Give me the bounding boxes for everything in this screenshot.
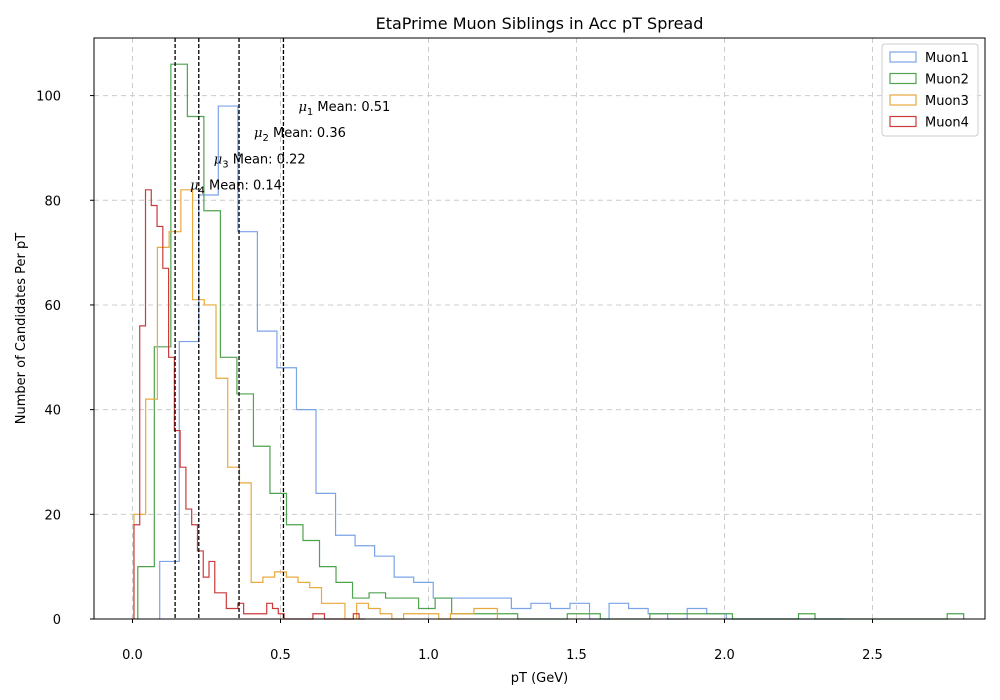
- legend-label-muon1: Muon1: [925, 51, 969, 66]
- grid: [94, 38, 985, 620]
- x-tick-label: 0.5: [270, 648, 291, 663]
- x-tick-label: 2.5: [862, 648, 883, 663]
- x-axis-label: pT (GeV): [511, 671, 568, 686]
- series-muon4: [133, 189, 365, 620]
- x-tick-label: 1.0: [418, 648, 439, 663]
- legend-box: [881, 43, 979, 137]
- y-tick-label: 40: [44, 404, 61, 419]
- y-tick-label: 80: [44, 194, 61, 209]
- y-tick-label: 20: [44, 508, 61, 523]
- y-tick-label: 100: [36, 90, 61, 105]
- mean-lines: μ1 Mean: 0.51 μ2 Mean: 0.36 μ3 Mean: 0.22 μ…: [174, 38, 390, 619]
- x-tick-label: 2.0: [714, 648, 735, 663]
- mean-annotation-4: μ4 Mean: 0.14: [190, 179, 282, 197]
- legend-label-muon3: Muon3: [925, 94, 969, 109]
- legend-swatch-muon4: [889, 115, 917, 128]
- chart-title: EtaPrime Muon Siblings in Acc pT Spread: [376, 14, 704, 33]
- axis-ticks: 0.0 0.5 1.0 1.5 2.0 2.5 0 20 40 60 80 100: [36, 90, 883, 663]
- series-muon3: [133, 189, 498, 620]
- legend-label-muon2: Muon2: [925, 73, 969, 88]
- histogram-step-muon4: [133, 189, 365, 620]
- series-muon1: [159, 105, 844, 620]
- mean-annotation-3: μ3 Mean: 0.22: [214, 152, 306, 170]
- legend-swatch-muon1: [889, 51, 917, 63]
- x-tick-label: 0.0: [122, 648, 143, 663]
- legend-swatch-muon3: [889, 94, 917, 106]
- legend: Muon1 Muon2 Muon3 Muon4: [881, 43, 979, 137]
- y-tick-label: 60: [44, 299, 61, 314]
- histogram-step-muon2: [137, 63, 965, 620]
- histogram-step-muon1: [159, 105, 844, 620]
- histogram-step-muon3: [133, 189, 498, 620]
- histogram-series: [133, 63, 965, 620]
- mean-annotation-2: μ2 Mean: 0.36: [254, 126, 346, 144]
- plot-frame: [93, 37, 986, 620]
- x-tick-label: 1.5: [566, 648, 587, 663]
- legend-swatch-muon2: [889, 72, 917, 85]
- legend-label-muon4: Muon4: [925, 116, 969, 131]
- y-axis-label: Number of Candidates Per pT: [14, 233, 29, 424]
- series-muon2: [137, 63, 965, 620]
- y-tick-label: 0: [53, 613, 61, 628]
- mean-annotation-1: μ1 Mean: 0.51: [298, 100, 390, 118]
